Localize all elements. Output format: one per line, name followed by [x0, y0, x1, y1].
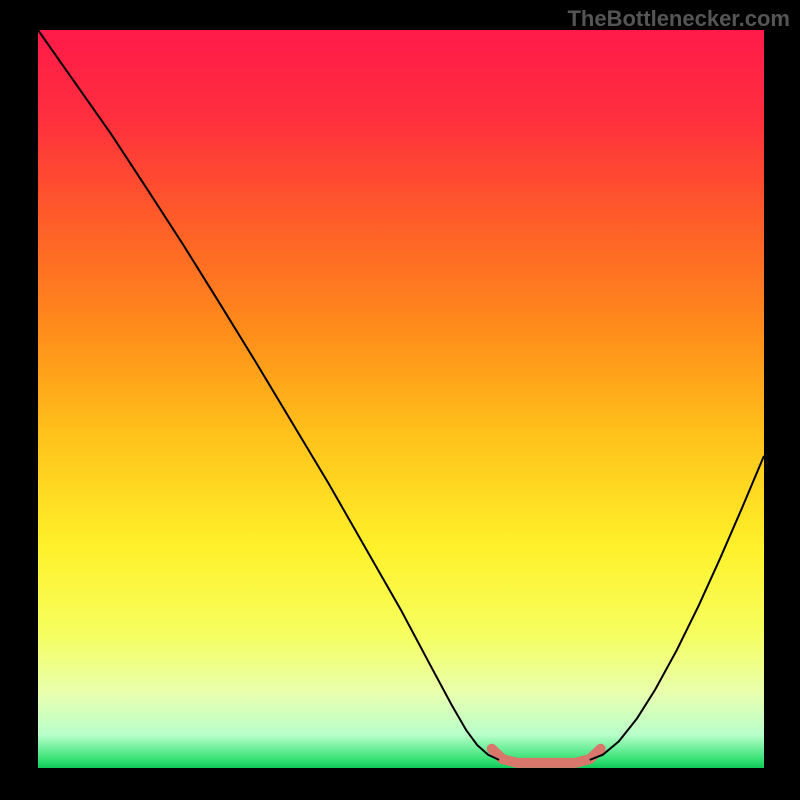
attribution-text: TheBottlenecker.com: [567, 6, 790, 32]
chart-svg: [38, 30, 764, 768]
gradient-background: [38, 30, 764, 768]
plot-area: [38, 30, 764, 768]
chart-container: TheBottlenecker.com: [0, 0, 800, 800]
